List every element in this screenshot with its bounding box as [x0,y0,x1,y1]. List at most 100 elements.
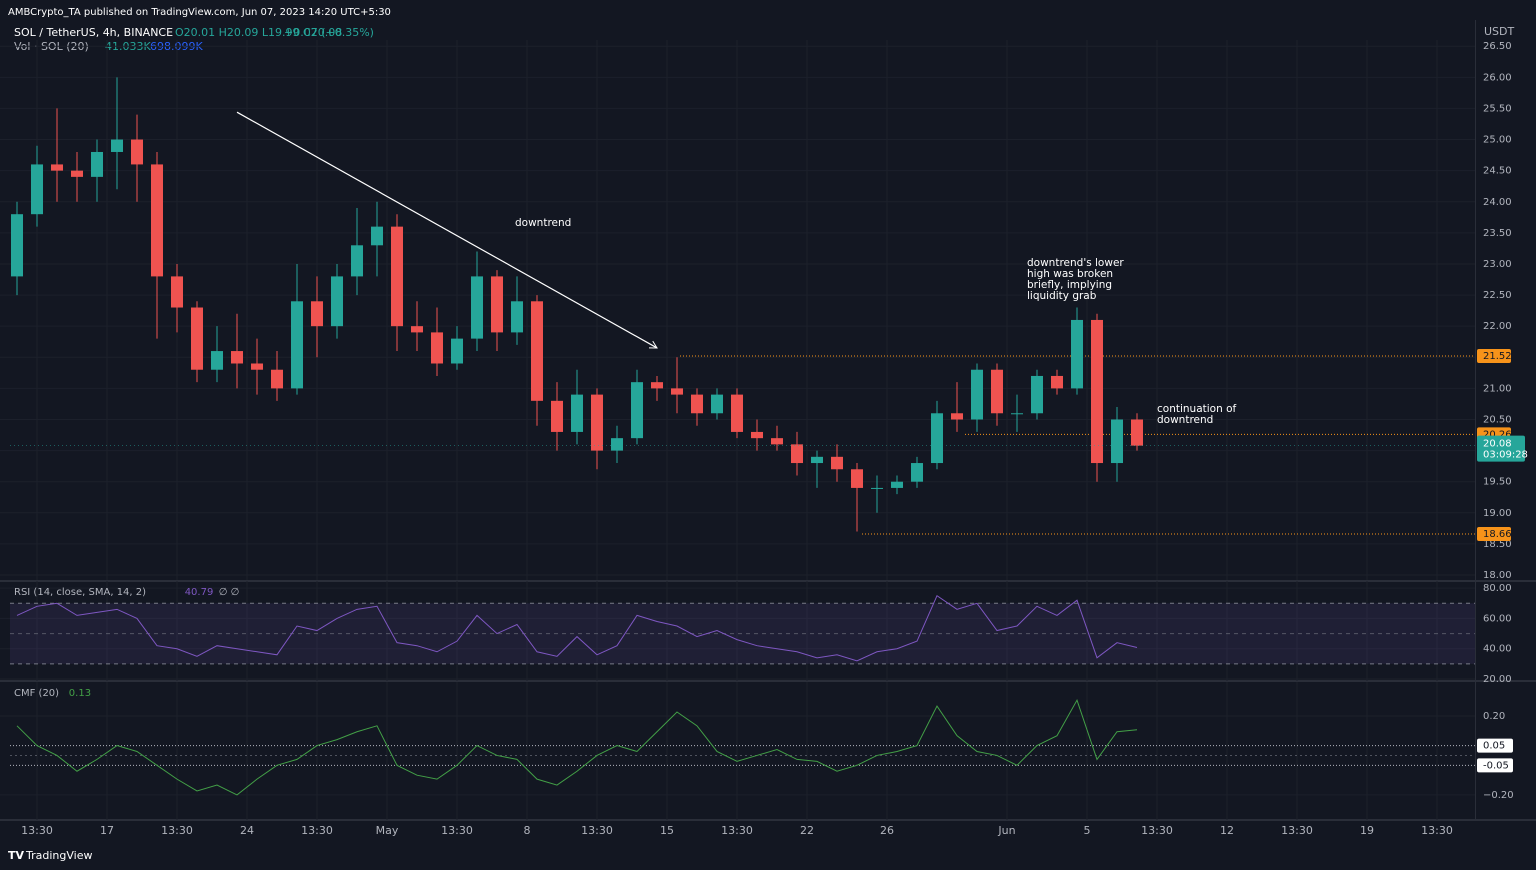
annotation: downtrend [515,217,571,229]
y-tick-label: 20.50 [1483,414,1512,425]
x-tick-label: 13:30 [21,824,53,837]
x-tick-label: 13:30 [581,824,613,837]
candle-body [971,369,983,420]
candle-body [311,301,323,327]
price-axis-border [1475,20,1476,820]
x-tick-label: 17 [100,824,114,837]
candle-body [811,456,823,464]
candle-body [771,438,783,445]
candle-body [211,351,223,370]
candle-body [951,413,963,420]
candle-body [931,413,943,464]
candle-body [31,164,43,215]
candle-body [671,388,683,395]
x-tick-label: 26 [880,824,894,837]
x-tick-label: 13:30 [161,824,193,837]
x-tick-label: 15 [660,824,674,837]
y-tick-label: 18.00 [1483,570,1512,581]
level-label-box [1477,758,1513,773]
published: AMBCrypto_TA published on TradingView.co… [8,7,391,18]
currency: USDT [1484,25,1515,38]
y-tick-label: 0.20 [1483,711,1505,722]
y-tick-label: 22.00 [1483,321,1512,332]
candle-body [91,151,103,177]
y-tick-label: 80.00 [1483,583,1512,594]
indicator-value: 0.13 [69,688,91,699]
candle-body [631,382,643,439]
candle-body [871,487,883,489]
x-tick-label: 8 [524,824,531,837]
x-tick-label: 5 [1084,824,1091,837]
x-tick-label: 13:30 [1141,824,1173,837]
level-label-box [1477,349,1511,364]
candle-body [371,226,383,246]
candle-body [111,139,123,152]
indicator-line [16,698,1138,796]
candle-body [1091,319,1103,464]
y-tick-label: 25.00 [1483,135,1512,146]
y-tick-label: 20.00 [1483,674,1512,685]
candle-body [151,164,163,277]
indicator-line [16,594,1138,662]
candle-body [471,276,483,339]
pane-separator [0,580,1536,582]
candle-body [511,301,523,333]
candle-body [591,394,603,451]
annotation: downtrend [1157,414,1213,426]
x-tick-label: Jun [997,824,1015,837]
candle-body [191,307,203,370]
candle-body [731,394,743,432]
brand-logo: TV [8,849,25,862]
y-tick-label: −0.20 [1483,790,1514,801]
indicator-title: CMF (20) [14,688,59,699]
level-label: 20.26 [1483,429,1512,440]
x-tick-label: May [376,824,399,837]
candle-body [411,326,423,333]
candle-body [791,444,803,464]
y-tick-label: 19.50 [1483,477,1512,488]
candle-body [1071,319,1083,389]
candle-body [231,351,243,364]
annotation: briefly, implying [1027,279,1112,291]
y-tick-label: 18.50 [1483,539,1512,550]
rsi-band [10,603,1475,664]
candle-body [251,363,263,370]
candle-body [491,276,503,333]
last-price-box [1477,435,1525,462]
candle-body [911,463,923,482]
candle-body [431,332,443,364]
level-label-box [1477,526,1511,541]
y-tick-label: 40.00 [1483,644,1512,655]
y-tick-label: 26.00 [1483,72,1512,83]
level-label-box [1477,738,1513,753]
candle-body [51,164,63,171]
candle-body [351,245,363,277]
pane-separator [0,819,1536,821]
x-tick-label: 13:30 [721,824,753,837]
brand: TradingView [25,849,92,862]
change: +0.07 (+0.35%) [284,26,374,39]
candle-body [71,170,83,177]
x-tick-label: 13:30 [441,824,473,837]
candle-body [131,139,143,165]
y-tick-label: 19.00 [1483,508,1512,519]
x-tick-label: 19 [1360,824,1374,837]
x-tick-label: 22 [800,824,814,837]
candle-body [851,469,863,488]
candle-body [1011,413,1023,415]
countdown: 03:09:28 [1483,450,1528,461]
trendline [236,111,658,349]
candle-body [11,214,23,277]
x-tick-label: 24 [240,824,254,837]
y-tick-label: 23.00 [1483,259,1512,270]
candle-body [451,338,463,364]
x-tick-label: 13:30 [301,824,333,837]
level-label: 21.52 [1483,351,1512,362]
trendline-arrow [648,340,658,349]
candle-body [651,382,663,389]
y-tick-label: 23.50 [1483,228,1512,239]
y-tick-label: 26.50 [1483,41,1512,52]
x-tick-label: 12 [1220,824,1234,837]
